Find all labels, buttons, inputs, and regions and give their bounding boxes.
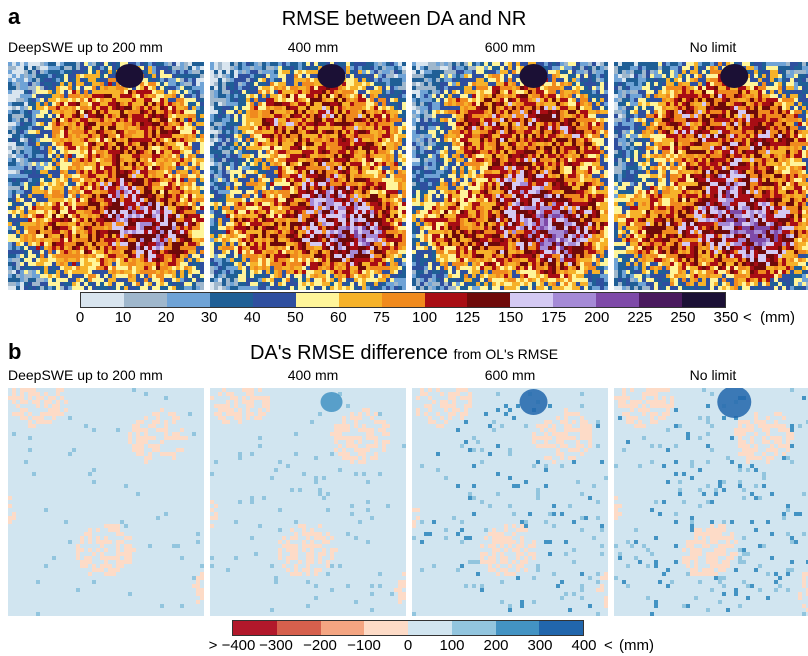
map-a2-rmse-400mm xyxy=(210,62,406,290)
map-b1-label: DeepSWE up to 200 mm xyxy=(8,367,163,383)
map-a4-label: No limit xyxy=(689,39,737,55)
panel-b-title: DA's RMSE difference xyxy=(249,342,448,364)
colorbar-a-tick-label: 60 xyxy=(330,309,347,326)
colorbar-a-tick-label: 150 xyxy=(498,309,524,326)
colorbar-b-tick-label: −300 xyxy=(259,637,293,654)
map-b2-diff-400mm xyxy=(210,388,406,616)
colorbar-a-tick-label: 20 xyxy=(157,309,175,326)
colorbar-b-tick-label: 0 xyxy=(403,637,413,654)
colorbar-b xyxy=(232,620,584,636)
panel-a-title: RMSE between DA and NR xyxy=(281,8,527,30)
colorbar-a-segment xyxy=(553,293,597,307)
colorbar-b-tick-label: 400 xyxy=(571,637,597,654)
colorbar-a-tick-label: 175 xyxy=(541,309,567,326)
colorbar-a-unit: (mm) xyxy=(760,309,795,326)
map-b3-diff-600mm xyxy=(412,388,608,616)
colorbar-b-tick-label: −200 xyxy=(303,637,337,654)
panel-b-subtitle: from OL's RMSE xyxy=(453,346,559,362)
colorbar-a-tick-label: 225 xyxy=(627,309,653,326)
colorbar-b-unit: (mm) xyxy=(619,637,654,654)
colorbar-a-segment xyxy=(295,293,339,307)
colorbar-b-segment xyxy=(276,621,321,635)
colorbar-b-tick-label: 200 xyxy=(483,637,509,654)
colorbar-a-tick-label: 10 xyxy=(114,309,132,326)
colorbar-a-tick-label: 250 xyxy=(670,309,696,326)
colorbar-b-segment xyxy=(451,621,496,635)
colorbar-a-segment xyxy=(467,293,511,307)
colorbar-a-segment xyxy=(252,293,296,307)
colorbar-b-segment xyxy=(364,621,408,635)
map-a3-label: 600 mm xyxy=(484,39,536,55)
map-a4-rmse-no-limit xyxy=(614,62,808,290)
map-b4-label: No limit xyxy=(689,367,737,383)
colorbar-a-tick-label: 200 xyxy=(584,309,610,326)
colorbar-a-segment xyxy=(424,293,468,307)
colorbar-a-tick-label: 125 xyxy=(455,309,481,326)
colorbar-a-segment xyxy=(166,293,210,307)
colorbar-b-segment xyxy=(495,621,540,635)
colorbar-a-segment xyxy=(639,293,683,307)
colorbar-b-overflow-symbol: < xyxy=(604,637,613,654)
colorbar-a xyxy=(80,292,726,308)
map-b4-diff-no-limit xyxy=(614,388,808,616)
colorbar-a-segment xyxy=(81,293,124,307)
colorbar-a-segment xyxy=(123,293,167,307)
colorbar-b-tick-label: 300 xyxy=(527,637,553,654)
colorbar-b-tick-label: > −400 xyxy=(208,637,256,654)
colorbar-a-segment xyxy=(682,293,726,307)
map-b2-label: 400 mm xyxy=(287,367,339,383)
panel-b-letter: b xyxy=(8,339,22,364)
colorbar-b-tick-label: −100 xyxy=(347,637,381,654)
colorbar-b-segment xyxy=(408,621,452,635)
map-a3-rmse-600mm xyxy=(412,62,608,290)
panel-a-letter: a xyxy=(8,4,21,29)
map-b1-diff-200mm xyxy=(8,388,204,616)
panel-b-title-wrap: DA's RMSE difference from OL's RMSE xyxy=(194,342,614,365)
map-b3-label: 600 mm xyxy=(484,367,536,383)
colorbar-b-segment xyxy=(539,621,583,635)
map-a1-label: DeepSWE up to 200 mm xyxy=(8,39,163,55)
colorbar-a-segment xyxy=(338,293,382,307)
colorbar-a-tick-label: 50 xyxy=(286,309,304,326)
colorbar-b-segment xyxy=(320,621,365,635)
colorbar-a-tick-label: 75 xyxy=(373,309,390,326)
colorbar-a-segment xyxy=(381,293,425,307)
map-a2-label: 400 mm xyxy=(287,39,339,55)
colorbar-a-tick-label: 350 xyxy=(713,309,739,326)
colorbar-a-segment xyxy=(510,293,554,307)
map-a1-rmse-200mm xyxy=(8,62,204,290)
colorbar-a-tick-label: 30 xyxy=(200,309,218,326)
colorbar-b-tick-label: 100 xyxy=(439,637,465,654)
colorbar-a-tick-label: 40 xyxy=(243,309,261,326)
colorbar-a-overflow-symbol: < xyxy=(743,309,752,326)
colorbar-a-segment xyxy=(596,293,640,307)
colorbar-a-tick-label: 0 xyxy=(75,309,85,326)
colorbar-b-segment xyxy=(233,621,277,635)
colorbar-a-tick-label: 100 xyxy=(412,309,438,326)
colorbar-a-segment xyxy=(209,293,253,307)
